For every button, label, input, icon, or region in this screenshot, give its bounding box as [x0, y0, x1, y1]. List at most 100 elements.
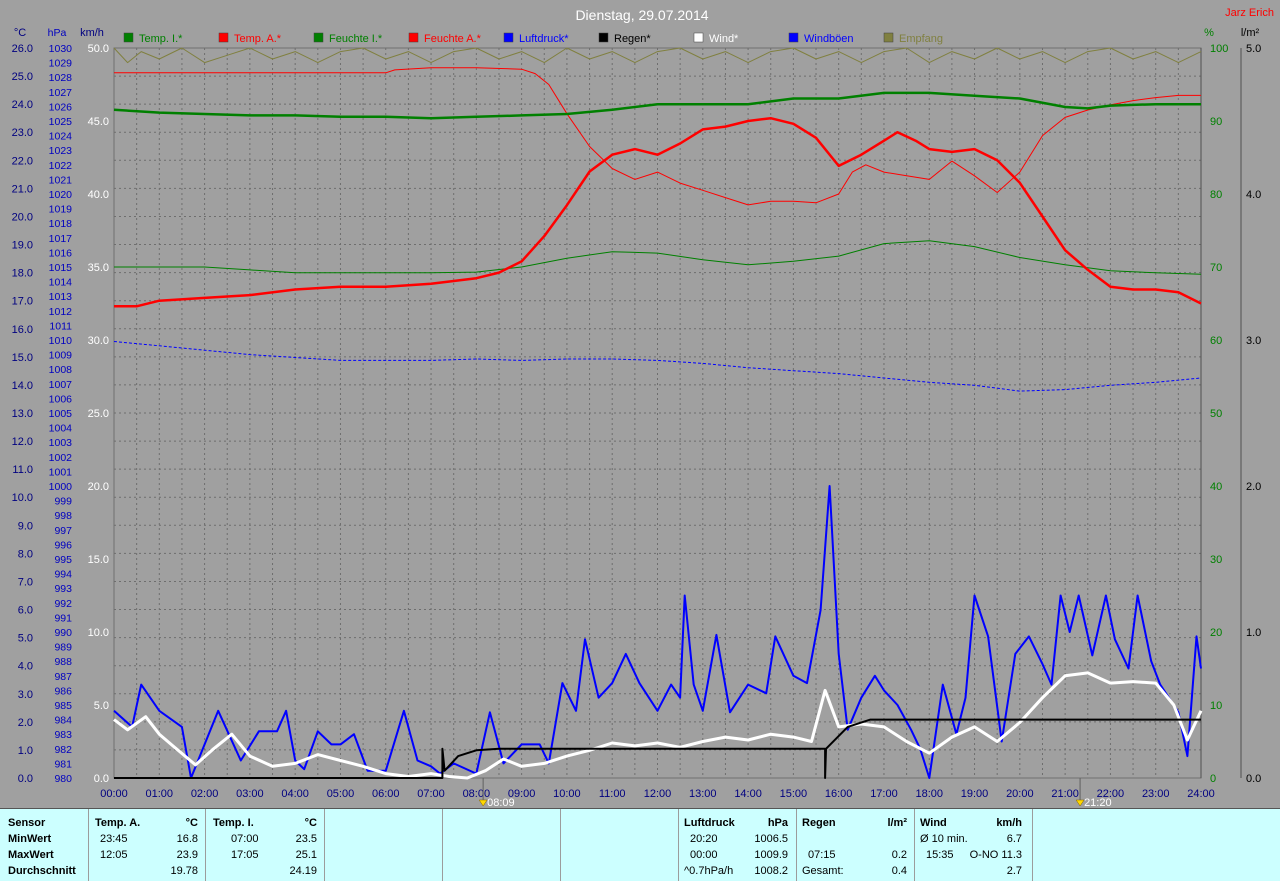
pressure-tick-label: 986	[54, 685, 72, 697]
legend-label: Feuchte I.*	[329, 33, 383, 45]
legend-swatch	[123, 32, 134, 43]
pressure-tick-label: 994	[54, 569, 72, 581]
legend-label: Feuchte A.*	[424, 33, 482, 45]
pressure-tick-label: 1012	[49, 306, 73, 318]
legend-swatch	[313, 32, 324, 43]
temp-tick-label: 17.0	[12, 296, 33, 308]
x-tick-label: 16:00	[825, 788, 853, 800]
series-line-temp-a	[114, 116, 1202, 308]
stats-col-temp-a: Temp. A. °C 23:45 16.8 12:05 23.9 19.78	[88, 809, 206, 881]
pressure-tick-label: 1001	[49, 466, 73, 478]
temp-i-max-time: 17:05	[231, 849, 259, 861]
pressure-tick-label: 1022	[49, 160, 73, 172]
pressure-tick-label: 982	[54, 744, 72, 756]
pressure-tick-label: 1028	[49, 72, 73, 84]
pressure-tick-label: 1025	[49, 116, 73, 128]
chart-legend: Temp. I.* Temp. A.* Feuchte I.* Feuchte A.*…	[123, 32, 943, 45]
series-line-feuchte-a	[114, 67, 1201, 206]
x-tick-label: 14:00	[734, 788, 762, 800]
temp-tick-label: 12.0	[12, 436, 33, 448]
x-tick-label: 08:00	[463, 788, 491, 800]
pressure-header: Luftdruck	[684, 817, 735, 829]
temp-tick-label: 20.0	[12, 211, 33, 223]
x-tick-label: 12:00	[644, 788, 672, 800]
pressure-trend-label: ^0.7hPa/h	[684, 865, 734, 877]
pressure-tick-label: 995	[54, 554, 72, 566]
pressure-tick-label: 1016	[49, 247, 73, 259]
pressure-tick-label: 1011	[49, 320, 72, 332]
temp-a-header: Temp. A.	[95, 817, 141, 829]
pressure-tick-label: 999	[54, 496, 72, 508]
temp-i-header: Temp. I.	[213, 817, 254, 829]
marker-triangle	[478, 799, 488, 807]
pressure-tick-label: 990	[54, 627, 72, 639]
pressure-tick-label: 997	[54, 525, 72, 537]
pressure-tick-label: 1007	[49, 379, 73, 391]
temp-tick-label: 23.0	[12, 127, 33, 139]
legend-swatch	[218, 32, 229, 43]
legend-label: Empfang	[899, 33, 943, 45]
time-markers: 08:09 21:20	[478, 778, 1112, 808]
pressure-tick-label: 992	[54, 598, 72, 610]
temp-a-max-time: 12:05	[100, 849, 128, 861]
x-tick-label: 13:00	[689, 788, 717, 800]
pressure-tick-label: 993	[54, 583, 72, 595]
pressure-unit-label: hPa	[48, 27, 67, 39]
series-line-regen	[114, 718, 1201, 779]
rain-tick-label: 4.0	[1246, 189, 1261, 201]
temp-tick-label: 22.0	[12, 155, 33, 167]
temp-tick-label: 9.0	[18, 520, 33, 532]
x-tick-label: 07:00	[417, 788, 445, 800]
temp-tick-label: 13.0	[12, 408, 33, 420]
rain-total-value: 0.4	[891, 865, 907, 877]
rain-tick-label: 3.0	[1246, 335, 1261, 347]
x-tick-label: 20:00	[1006, 788, 1034, 800]
pressure-tick-label: 984	[54, 715, 72, 727]
wind-avg-value: 6.7	[1006, 833, 1022, 845]
pressure-tick-label: 1030	[49, 43, 73, 55]
x-tick-label: 11:00	[599, 788, 626, 800]
wind-tick-label: 20.0	[88, 481, 109, 493]
temp-tick-label: 11.0	[12, 464, 33, 476]
pressure-tick-label: 1023	[49, 145, 73, 157]
humidity-tick-label: 30	[1210, 554, 1222, 566]
temp-i-min-time: 07:00	[231, 833, 259, 845]
plot-grid	[113, 47, 1202, 779]
temp-tick-label: 6.0	[18, 605, 33, 617]
pressure-tick-label: 1024	[49, 131, 73, 143]
wind-tick-label: 15.0	[88, 554, 109, 566]
legend-swatch	[408, 32, 419, 43]
pressure-unit: hPa	[767, 817, 788, 829]
rain-tick-label: 2.0	[1246, 481, 1261, 493]
temp-tick-label: 19.0	[12, 240, 33, 252]
legend-label: Regen*	[614, 33, 651, 45]
wind-max-value: O-NO 11.3	[969, 849, 1022, 861]
humidity-tick-label: 60	[1210, 335, 1222, 347]
temp-unit-label: °C	[14, 27, 26, 39]
pressure-max-time: 00:00	[690, 849, 718, 861]
pressure-tick-label: 1017	[49, 233, 73, 245]
humidity-unit-label: %	[1204, 27, 1214, 39]
temp-tick-label: 21.0	[12, 183, 33, 195]
temp-a-average: 19.78	[170, 865, 198, 877]
pressure-tick-label: 1008	[49, 364, 73, 376]
statistics-panel: Sensor MinWert MaxWert Durchschnitt Temp…	[0, 808, 1280, 881]
pressure-tick-label: 1019	[49, 204, 73, 216]
temp-tick-label: 2.0	[18, 717, 33, 729]
stats-max-label: MaxWert	[8, 849, 54, 861]
temp-i-average: 24.19	[289, 865, 317, 877]
temp-a-min-time: 23:45	[100, 833, 128, 845]
pressure-tick-label: 1006	[49, 393, 73, 405]
legend-swatch	[883, 32, 894, 43]
temp-tick-label: 1.0	[18, 745, 33, 757]
rain-tick-label: 5.0	[1246, 43, 1261, 55]
pressure-tick-label: 1018	[49, 218, 73, 230]
humidity-tick-label: 100	[1210, 43, 1228, 55]
author-label: Jarz Erich	[1225, 7, 1274, 19]
stats-col-temp-i: Temp. I. °C 07:00 23.5 17:05 25.1 24.19	[205, 809, 325, 881]
wind-tick-label: 5.0	[94, 700, 109, 712]
temp-a-unit: °C	[185, 817, 198, 829]
wind-header: Wind	[920, 817, 947, 829]
x-tick-label: 06:00	[372, 788, 400, 800]
stats-col-wind: Wind km/h Ø 10 min. 6.7 15:35 O-NO 11.3 …	[914, 809, 1033, 881]
